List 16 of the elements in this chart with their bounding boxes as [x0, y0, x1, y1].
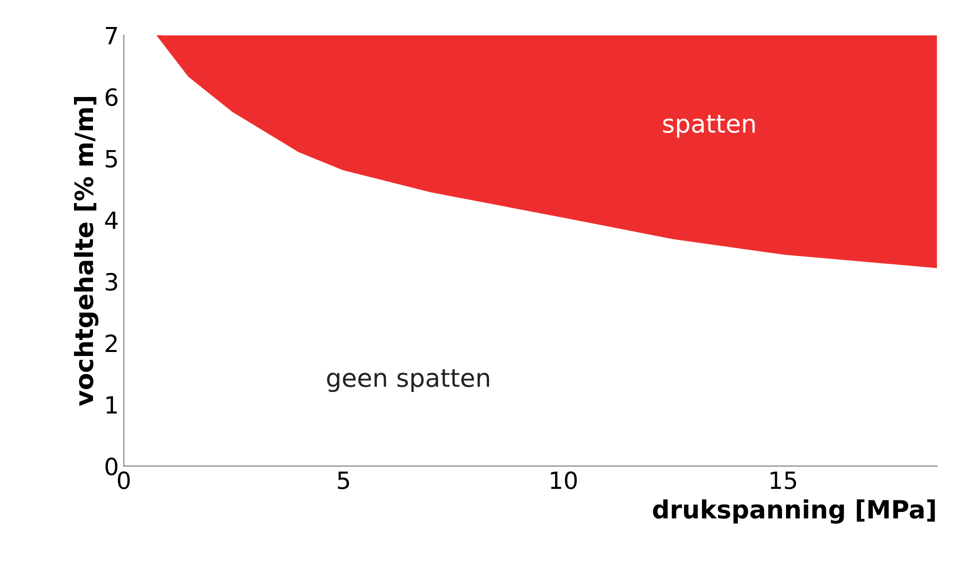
x-tick-label: 10 — [550, 471, 577, 490]
y-tick-label: 7 — [106, 26, 117, 44]
annotation: spatten — [663, 115, 755, 138]
y-tick-label: 2 — [106, 334, 117, 352]
y-tick-label: 5 — [106, 150, 117, 168]
y-tick-label: 1 — [106, 396, 117, 414]
x-tick-label: 15 — [770, 472, 796, 490]
y-tick-label: 6 — [106, 88, 118, 106]
x-axis-title: drukspanning [MPa] — [652, 499, 935, 524]
y-tick-label: 3 — [106, 272, 118, 291]
y-axis-title: vochtgehalte [% m/m] — [74, 97, 98, 406]
x-tick-label: 0 — [118, 471, 130, 490]
y-tick-label: 4 — [105, 212, 118, 229]
annotation: geen spatten — [327, 369, 490, 392]
y-tick-label: 0 — [106, 458, 118, 476]
x-tick-label: 5 — [338, 472, 350, 490]
